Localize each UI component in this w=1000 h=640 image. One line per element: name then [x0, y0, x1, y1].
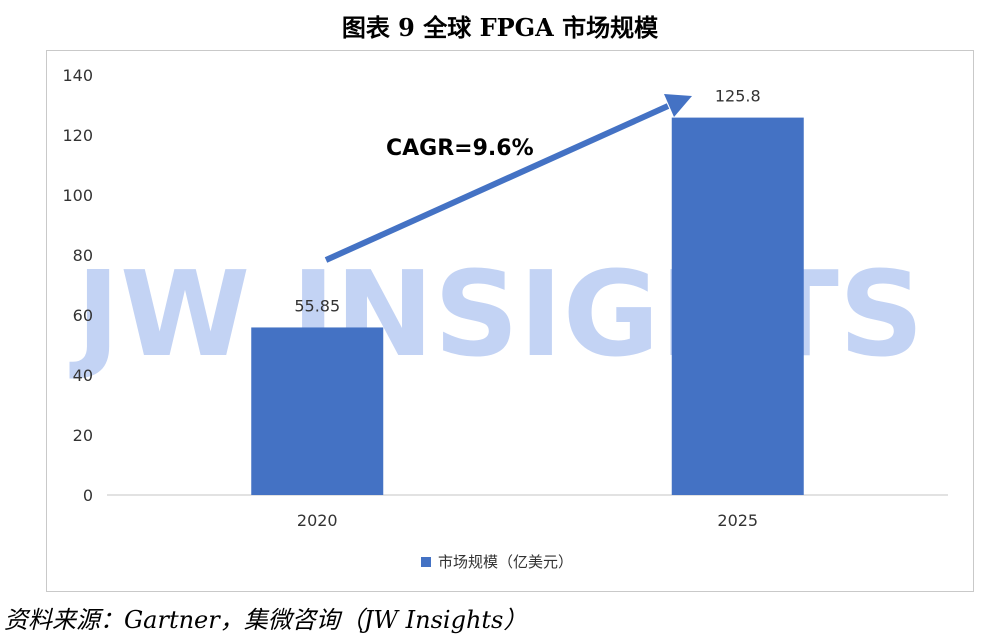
- y-tick-label: 20: [73, 426, 93, 445]
- bars: 55.85 125.8: [251, 87, 804, 495]
- growth-arrow-head: [664, 94, 692, 117]
- y-tick-label: 0: [83, 486, 93, 505]
- y-tick-label: 40: [73, 366, 93, 385]
- y-tick-label: 100: [62, 186, 93, 205]
- legend-label: 市场规模（亿美元）: [438, 553, 573, 571]
- growth-arrow-line: [324, 103, 670, 263]
- y-axis: 0 20 40 60 80 100 120 140: [62, 66, 93, 505]
- chart-title: 图表 9 全球 FPGA 市场规模: [341, 13, 659, 42]
- y-tick-label: 80: [73, 246, 93, 265]
- bar-2020: [251, 327, 384, 495]
- data-label: 55.85: [294, 296, 340, 315]
- growth-arrow: [324, 94, 692, 263]
- y-tick-label: 140: [62, 66, 93, 85]
- x-tick-label: 2025: [717, 511, 758, 530]
- y-tick-label: 60: [73, 306, 93, 325]
- bar-2025: [671, 117, 804, 495]
- x-tick-label: 2020: [297, 511, 338, 530]
- legend-swatch: [421, 557, 431, 567]
- legend: 市场规模（亿美元）: [421, 553, 573, 571]
- y-tick-label: 120: [62, 126, 93, 145]
- x-axis: 2020 2025: [297, 511, 758, 530]
- chart-frame: [46, 50, 974, 592]
- cagr-annotation: CAGR=9.6%: [386, 136, 534, 161]
- source-note: 资料来源：Gartner，集微咨询（JW Insights）: [4, 606, 528, 634]
- data-label: 125.8: [715, 87, 761, 106]
